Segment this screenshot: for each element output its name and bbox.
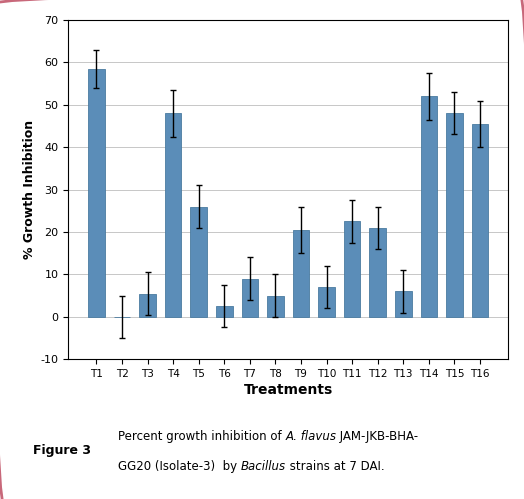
- Y-axis label: % Growth Inhibition: % Growth Inhibition: [23, 120, 36, 259]
- Text: Bacillus: Bacillus: [241, 460, 286, 473]
- Bar: [395, 291, 411, 317]
- Bar: [139, 293, 156, 317]
- X-axis label: Treatments: Treatments: [244, 383, 333, 397]
- Bar: [421, 96, 437, 317]
- Bar: [344, 222, 361, 317]
- Bar: [472, 124, 488, 317]
- Text: strains at 7 DAI.: strains at 7 DAI.: [286, 460, 385, 473]
- Text: Figure 3: Figure 3: [32, 444, 91, 457]
- Bar: [293, 230, 309, 317]
- Text: A. flavus: A. flavus: [285, 430, 336, 443]
- Bar: [446, 113, 463, 317]
- Bar: [369, 228, 386, 317]
- Bar: [267, 295, 283, 317]
- Bar: [318, 287, 335, 317]
- Bar: [165, 113, 181, 317]
- Text: JAM-JKB-BHA-: JAM-JKB-BHA-: [336, 430, 418, 443]
- Bar: [88, 69, 105, 317]
- Text: GG20 (Isolate-3)  by: GG20 (Isolate-3) by: [118, 460, 241, 473]
- Text: Percent growth inhibition of: Percent growth inhibition of: [118, 430, 285, 443]
- Bar: [190, 207, 207, 317]
- Bar: [242, 278, 258, 317]
- Bar: [216, 306, 233, 317]
